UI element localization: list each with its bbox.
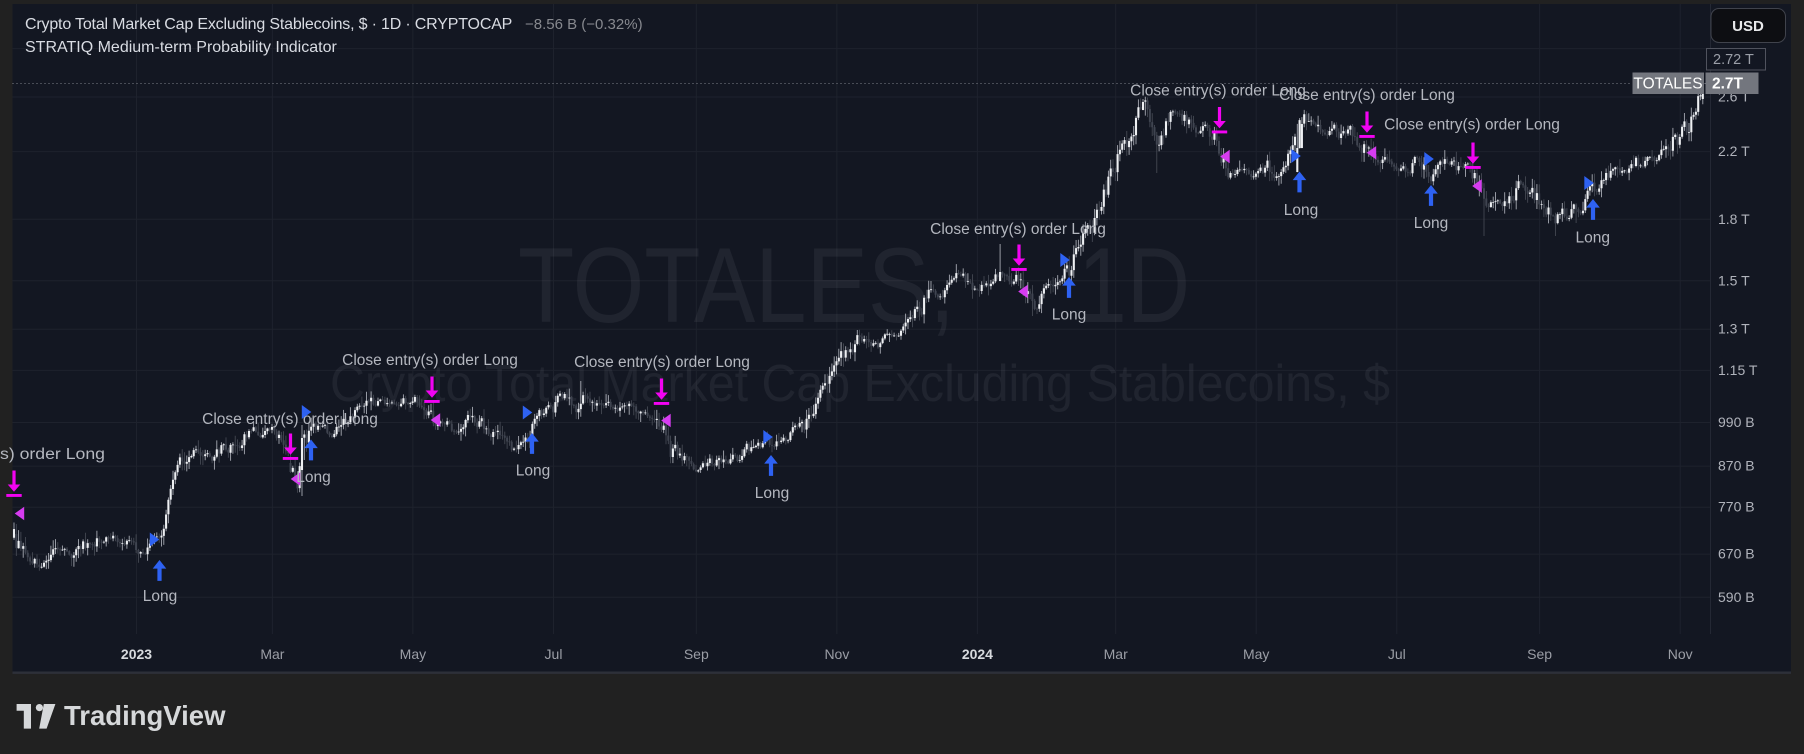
svg-text:Close entry(s) order Long: Close entry(s) order Long — [1130, 83, 1306, 100]
svg-text:Long: Long — [143, 588, 177, 605]
svg-text:Long: Long — [1052, 307, 1086, 324]
svg-text:Mar: Mar — [1104, 646, 1128, 662]
svg-text:Close entry(s) order Long: Close entry(s) order Long — [574, 354, 750, 371]
svg-text:Close entry(s) order Long: Close entry(s) order Long — [342, 352, 518, 369]
svg-text:TradingView: TradingView — [64, 700, 226, 731]
svg-text:1.3 T: 1.3 T — [1718, 321, 1750, 337]
svg-text:TOTALES: TOTALES — [1633, 76, 1702, 93]
svg-text:May: May — [1243, 646, 1269, 662]
svg-text:s) order Long: s) order Long — [0, 446, 105, 463]
svg-text:Close entry(s) order Long: Close entry(s) order Long — [1384, 117, 1560, 134]
svg-text:2024: 2024 — [962, 646, 993, 662]
svg-text:670 B: 670 B — [1718, 546, 1755, 562]
svg-text:1.8 T: 1.8 T — [1718, 211, 1750, 227]
svg-text:Long: Long — [755, 485, 789, 502]
svg-text:TOTALES,: TOTALES, — [518, 225, 955, 345]
svg-text:590 B: 590 B — [1718, 589, 1755, 605]
svg-text:1D: 1D — [1078, 225, 1190, 345]
svg-text:Long: Long — [1576, 230, 1610, 247]
svg-text:2.7T: 2.7T — [1712, 76, 1744, 93]
svg-text:Close entry(s) order Long: Close entry(s) order Long — [202, 411, 378, 428]
svg-text:Sep: Sep — [684, 646, 709, 662]
svg-text:May: May — [400, 646, 426, 662]
svg-text:Nov: Nov — [1668, 646, 1693, 662]
svg-text:Jul: Jul — [545, 646, 563, 662]
svg-text:1.15 T: 1.15 T — [1718, 362, 1758, 378]
svg-text:Crypto Total Market Cap Exclud: Crypto Total Market Cap Excluding Stable… — [25, 16, 512, 33]
svg-text:Mar: Mar — [260, 646, 284, 662]
svg-text:Nov: Nov — [824, 646, 849, 662]
svg-text:1.5 T: 1.5 T — [1718, 272, 1750, 288]
svg-text:770 B: 770 B — [1718, 499, 1755, 515]
svg-text:Long: Long — [516, 463, 550, 480]
svg-text:USD: USD — [1732, 18, 1764, 35]
svg-text:Sep: Sep — [1527, 646, 1552, 662]
svg-text:870 B: 870 B — [1718, 458, 1755, 474]
svg-text:990 B: 990 B — [1718, 414, 1755, 430]
svg-text:Jul: Jul — [1388, 646, 1406, 662]
svg-text:2.2 T: 2.2 T — [1718, 143, 1750, 159]
svg-text:STRATIQ Medium-term Probabilit: STRATIQ Medium-term Probability Indicato… — [25, 39, 337, 56]
svg-text:Long: Long — [1284, 202, 1318, 219]
svg-text:2023: 2023 — [121, 646, 152, 662]
svg-text:Close entry(s) order Long: Close entry(s) order Long — [930, 221, 1106, 238]
svg-text:Long: Long — [296, 469, 330, 486]
svg-text:−8.56 B (−0.32%): −8.56 B (−0.32%) — [525, 16, 643, 33]
svg-text:2.72 T: 2.72 T — [1713, 52, 1754, 68]
svg-text:Close entry(s) order Long: Close entry(s) order Long — [1279, 87, 1455, 104]
svg-text:Long: Long — [1414, 215, 1448, 232]
svg-text:Crypto Total Market Cap Exclud: Crypto Total Market Cap Excluding Stable… — [330, 355, 1390, 413]
